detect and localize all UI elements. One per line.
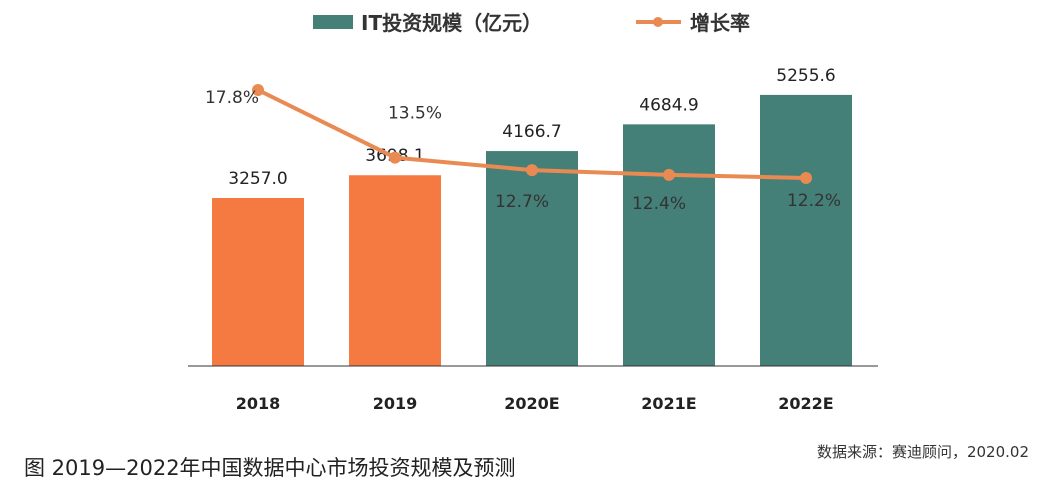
figure-caption: 图 2019—2022年中国数据中心市场投资规模及预测	[24, 456, 516, 480]
growth-rate-marker-2022E	[800, 172, 812, 184]
category-label-2021E: 2021E	[641, 394, 696, 413]
growth-rate-marker-2021E	[663, 168, 675, 181]
legend-label-line: 增长率	[690, 11, 750, 35]
bar-2020E	[486, 151, 578, 366]
bar-value-label-2018: 3257.0	[228, 169, 287, 189]
bar-value-label-2021E: 4684.9	[639, 95, 698, 115]
legend: IT投资规模（亿元） 增长率	[313, 11, 750, 35]
growth-rate-label-2022E: 12.2%	[787, 191, 841, 211]
bar-value-label-2022E: 5255.6	[776, 66, 835, 86]
category-label-2020E: 2020E	[504, 394, 559, 413]
category-label-2019: 2019	[373, 394, 418, 413]
data-source: 数据来源：赛迪顾问，2020.02	[816, 443, 1029, 461]
growth-rate-label-2021E: 12.4%	[632, 194, 686, 214]
bar-2019	[349, 175, 441, 366]
legend-label-bars: IT投资规模（亿元）	[361, 11, 542, 35]
growth-rate-marker-2019	[389, 151, 401, 164]
legend-swatch-marker	[653, 17, 663, 27]
growth-rate-label-2018: 17.8%	[205, 88, 259, 108]
growth-line-group	[252, 84, 812, 184]
bar-2018	[212, 198, 304, 366]
growth-rate-marker-2018	[252, 84, 264, 96]
bar-2021E	[623, 124, 715, 366]
growth-rate-label-2019: 13.5%	[388, 104, 442, 124]
bars-group	[212, 94, 852, 367]
category-label-2022E: 2022E	[778, 394, 833, 413]
category-label-2018: 2018	[236, 394, 281, 413]
legend-swatch-bars	[313, 15, 353, 29]
growth-rate-labels: 17.8% 13.5% 12.7% 12.4% 12.2%	[205, 88, 841, 214]
growth-rate-marker-2020E	[526, 164, 538, 177]
bar-2022E	[760, 94, 852, 367]
bar-value-label-2020E: 4166.7	[502, 122, 561, 142]
category-labels: 2018 2019 2020E 2021E 2022E	[236, 394, 834, 413]
growth-rate-label-2020E: 12.7%	[495, 192, 549, 212]
